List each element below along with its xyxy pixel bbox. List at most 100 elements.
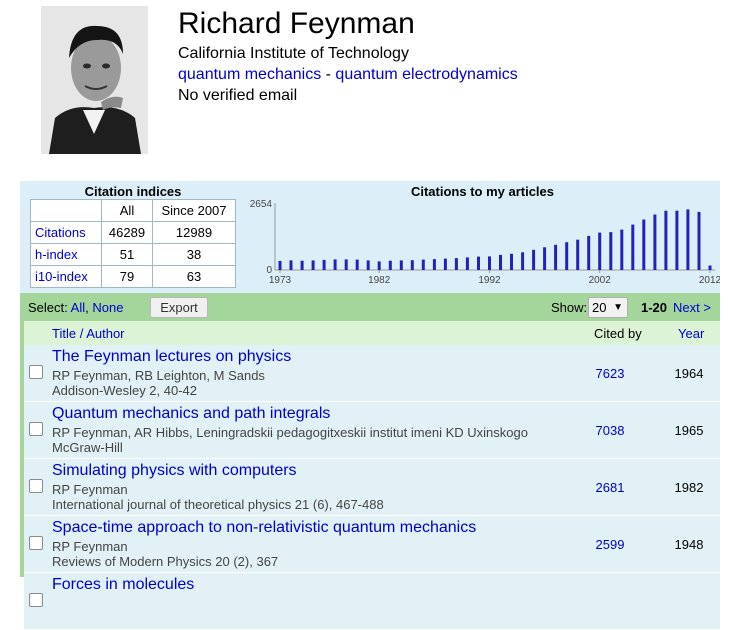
chart-bar-1983 <box>388 260 392 270</box>
article-publication: Reviews of Modern Physics 20 (2), 367 <box>52 554 279 569</box>
article-publication: McGraw-Hill <box>52 440 123 455</box>
chart-bar-2009 <box>675 210 679 270</box>
dropdown-arrow-icon: ▼ <box>613 302 623 313</box>
article-row: Simulating physics with computers RP Fey… <box>24 459 720 516</box>
select-controls: Select: All, None <box>28 300 124 315</box>
chart-bar-2003 <box>609 232 613 270</box>
citation-indices-table: All Since 2007 Citations 46289 12989 h-i… <box>30 199 236 288</box>
article-checkbox[interactable] <box>29 479 43 493</box>
article-authors: RP Feynman, RB Leighton, M Sands <box>52 368 265 383</box>
x-tick-label-1992: 1992 <box>478 275 501 286</box>
article-checkbox[interactable] <box>29 365 43 379</box>
cited-by-link[interactable]: 2681 <box>595 480 625 495</box>
chart-bar-2000 <box>576 239 580 270</box>
chart-bar-1990 <box>465 257 469 270</box>
chart-bar-1989 <box>454 258 458 270</box>
select-none-link[interactable]: None <box>92 300 124 315</box>
citations-all: 46289 <box>101 221 153 244</box>
articles-toolbar: Select: All, None Export Show: 20 ▼ 1-20… <box>20 293 720 321</box>
citations-since: 12989 <box>152 221 236 244</box>
chart-bar-1977 <box>322 259 326 270</box>
article-checkbox[interactable] <box>29 422 43 436</box>
next-page-link[interactable]: Next > <box>673 300 711 315</box>
article-authors: RP Feynman, AR Hibbs, Leningradskii peda… <box>52 425 528 440</box>
chart-bar-1984 <box>399 260 403 270</box>
chart-bar-1973 <box>278 260 282 270</box>
article-checkbox[interactable] <box>29 593 43 607</box>
article-title-link[interactable]: Space-time approach to non-relativistic … <box>52 519 477 536</box>
chart-bar-1988 <box>443 258 447 270</box>
chart-bar-1987 <box>432 259 436 270</box>
col-header-all: All <box>101 199 153 222</box>
results-range: 1-20 <box>641 300 668 315</box>
article-title-link[interactable]: Forces in molecules <box>52 576 195 593</box>
citation-indices-title: Citation indices <box>84 184 182 199</box>
chart-bar-2007 <box>653 214 657 270</box>
chart-bar-1998 <box>554 244 558 270</box>
chart-bar-1975 <box>300 260 304 270</box>
profile-name: Richard Feynman <box>178 7 415 40</box>
article-publication: International journal of theoretical phy… <box>52 497 384 512</box>
sort-by-year-link[interactable]: Year <box>678 326 705 341</box>
export-button[interactable]: Export <box>150 297 208 318</box>
interest-link-quantum-mechanics[interactable]: quantum mechanics <box>178 66 322 83</box>
profile-photo <box>41 6 148 154</box>
chart-bar-1985 <box>410 260 414 270</box>
chart-bar-1979 <box>344 259 348 270</box>
row-label-h-index[interactable]: h-index <box>30 243 102 266</box>
h-index-all: 51 <box>101 243 153 266</box>
chart-bar-1997 <box>543 247 547 270</box>
chart-bar-1981 <box>366 260 370 270</box>
article-year: 1982 <box>674 480 704 495</box>
cited-by-link[interactable]: 7038 <box>595 423 625 438</box>
y-tick-label: 2654 <box>250 199 273 210</box>
x-tick-label-2012: 2012 <box>699 275 720 286</box>
article-title-link[interactable]: Simulating physics with computers <box>52 462 297 479</box>
chart-bar-2012 <box>708 265 712 270</box>
table-corner <box>30 199 102 222</box>
show-label: Show: <box>551 300 588 315</box>
articles-list: The Feynman lectures on physics RP Feynm… <box>24 345 720 630</box>
email-status: No verified email <box>178 87 298 104</box>
chart-bar-1976 <box>311 260 315 270</box>
x-tick-label-2002: 2002 <box>589 275 612 286</box>
article-row: Forces in molecules <box>24 573 720 630</box>
chart-bar-1982 <box>377 261 381 270</box>
chart-bar-1993 <box>499 254 502 270</box>
sort-by-title-link[interactable]: Title / Author <box>52 326 125 341</box>
article-year: 1965 <box>674 423 704 438</box>
row-label-citations[interactable]: Citations <box>30 221 102 244</box>
article-row: Quantum mechanics and path integrals RP … <box>24 402 720 459</box>
chart-bar-1994 <box>510 253 513 270</box>
i10-index-all: 79 <box>101 265 153 288</box>
article-checkbox[interactable] <box>29 536 43 550</box>
article-year: 1948 <box>674 537 704 552</box>
i10-index-since: 63 <box>152 265 236 288</box>
x-tick-label-1982: 1982 <box>368 275 391 286</box>
profile-affiliation: California Institute of Technology <box>178 45 409 62</box>
article-publication: Addison-Wesley 2, 40-42 <box>52 383 198 398</box>
interest-separator: - <box>325 66 331 83</box>
chart-bar-2002 <box>598 232 602 270</box>
chart-bar-1992 <box>488 256 491 270</box>
articles-column-headers: Title / Author Cited by Year <box>24 321 720 345</box>
chart-title: Citations to my articles <box>410 184 555 199</box>
select-label: Select: <box>28 300 68 315</box>
select-all-link[interactable]: All <box>70 300 86 315</box>
col-header-since: Since 2007 <box>152 199 236 222</box>
article-title-link[interactable]: The Feynman lectures on physics <box>52 348 292 365</box>
show-count-select[interactable]: 20 ▼ <box>588 297 628 318</box>
cited-by-header: Cited by <box>594 326 642 341</box>
chart-bar-2008 <box>664 210 668 270</box>
chart-bar-1995 <box>521 252 525 270</box>
chart-bar-1996 <box>532 249 536 270</box>
cited-by-link[interactable]: 2599 <box>595 537 625 552</box>
chart-bar-1978 <box>333 259 337 270</box>
interest-link-quantum-electrodynamics[interactable]: quantum electrodynamics <box>335 66 518 83</box>
chart-bar-1974 <box>289 260 293 270</box>
y-tick-label: 0 <box>266 265 272 276</box>
cited-by-link[interactable]: 7623 <box>595 366 625 381</box>
article-title-link[interactable]: Quantum mechanics and path integrals <box>52 405 331 422</box>
row-label-i10-index[interactable]: i10-index <box>30 265 102 288</box>
chart-bar-2006 <box>642 219 646 270</box>
